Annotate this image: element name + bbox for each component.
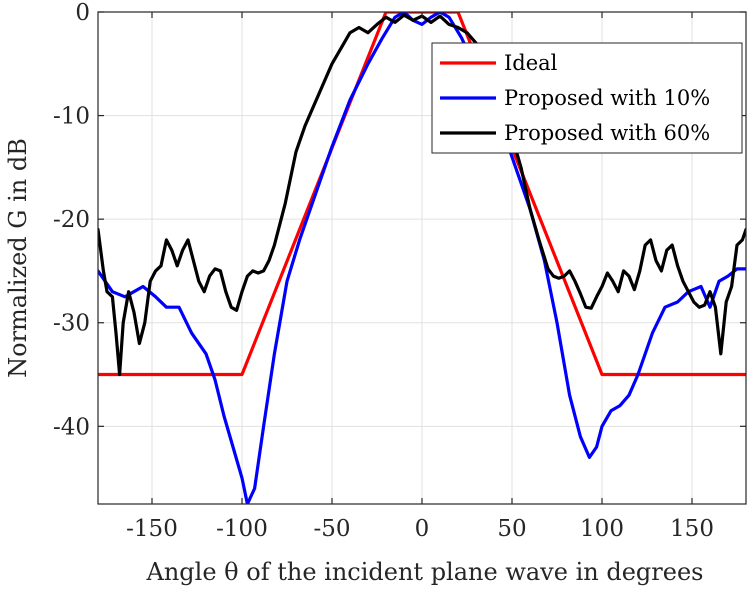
y-ticks: 0 -10 -20 -30 -40 [53,0,746,440]
y-tick-label: 0 [75,0,90,26]
legend-label-1: Proposed with 10% [504,86,710,110]
x-tick-label: 150 [670,516,714,542]
y-tick-label: -40 [53,414,90,440]
y-tick-label: -30 [53,311,90,337]
legend: Ideal Proposed with 10% Proposed with 60% [431,42,743,154]
grid-vertical [151,12,693,504]
series-line-2 [98,13,746,377]
x-tick-label: -100 [216,516,268,542]
series-line-0 [98,12,746,377]
x-axis-label: Angle θ of the incident plane wave in de… [146,558,704,586]
x-tick-label: -150 [126,516,178,542]
x-tick-label: -50 [313,516,350,542]
x-ticks: -150 -100 -50 0 50 100 150 [126,12,714,542]
legend-label-0: Ideal [504,51,558,75]
x-tick-label: 0 [415,516,430,542]
legend-label-2: Proposed with 60% [504,121,710,145]
y-axis-label: Normalized G in dB [4,138,32,378]
y-tick-label: -20 [53,207,90,233]
series-line-1 [98,12,746,504]
y-tick-label: -10 [53,104,90,130]
x-tick-label: 100 [580,516,624,542]
x-tick-label: 50 [497,516,526,542]
series-group [98,12,746,504]
